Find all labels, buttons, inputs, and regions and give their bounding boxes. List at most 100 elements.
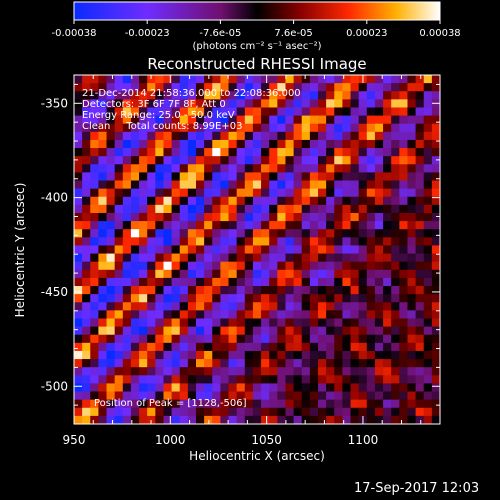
heatmap-cell: [187, 229, 197, 238]
heatmap-cell: [301, 261, 311, 271]
heatmap-cell: [179, 367, 189, 376]
heatmap-cell: [358, 204, 368, 214]
heatmap-cell: [301, 99, 311, 108]
heatmap-cell: [155, 188, 164, 198]
heatmap-cell: [179, 180, 189, 190]
heatmap-cell: [187, 261, 197, 271]
heatmap-cell: [293, 148, 303, 157]
heatmap-cell: [155, 326, 164, 336]
heatmap-cell: [342, 212, 351, 222]
heatmap-cell: [366, 115, 376, 125]
heatmap-cell: [163, 229, 172, 238]
heatmap-cell: [179, 196, 189, 206]
heatmap-cell: [326, 383, 335, 392]
heatmap-cell: [399, 156, 408, 165]
heatmap-cell: [334, 391, 343, 401]
heatmap-cell: [196, 212, 205, 222]
heatmap-cell: [391, 229, 400, 238]
heatmap-cell: [293, 318, 303, 328]
heatmap-cell: [171, 156, 181, 165]
heatmap-cell: [374, 115, 384, 125]
heatmap-cell: [309, 204, 319, 214]
heatmap-cell: [423, 367, 433, 376]
annotation-time: 21-Dec-2014 21:58:36.000 to 22:08:36.000: [82, 88, 301, 99]
heatmap-cell: [431, 253, 441, 263]
heatmap-cell: [252, 148, 262, 157]
heatmap-cell: [90, 164, 99, 173]
heatmap-cell: [114, 342, 124, 352]
heatmap-cell: [399, 131, 408, 141]
heatmap-cell: [342, 172, 351, 181]
heatmap-cell: [98, 367, 107, 376]
heatmap-cell: [277, 302, 286, 311]
heatmap-cell: [139, 310, 148, 319]
heatmap-cell: [293, 294, 303, 303]
heatmap-cell: [106, 383, 116, 392]
heatmap-cell: [220, 326, 229, 336]
heatmap-cell: [171, 383, 181, 392]
heatmap-cell: [374, 196, 384, 206]
heatmap-cell: [334, 115, 343, 125]
heatmap-cell: [318, 286, 327, 295]
heatmap-cell: [334, 415, 343, 425]
heatmap-cell: [204, 367, 213, 376]
heatmap-cell: [171, 75, 181, 84]
heatmap-cell: [383, 342, 392, 352]
heatmap-cell: [171, 131, 181, 141]
heatmap-cell: [171, 334, 181, 344]
heatmap-cell: [293, 156, 303, 165]
heatmap-cell: [114, 99, 124, 108]
heatmap-cell: [358, 399, 368, 409]
heatmap-cell: [293, 399, 303, 409]
heatmap-cell: [407, 326, 416, 336]
heatmap-cell: [236, 172, 246, 181]
heatmap-cell: [407, 261, 416, 271]
heatmap-cell: [261, 99, 270, 108]
heatmap-cell: [269, 180, 278, 190]
heatmap-cell: [252, 359, 262, 368]
heatmap-cell: [391, 107, 400, 116]
heatmap-cell: [163, 261, 172, 271]
heatmap-cell: [423, 107, 433, 116]
heatmap-cell: [147, 75, 156, 84]
heatmap-cell: [74, 367, 83, 376]
heatmap-cell: [399, 221, 408, 230]
heatmap-cell: [82, 399, 91, 409]
heatmap-cell: [163, 253, 172, 263]
heatmap-cell: [82, 375, 91, 384]
heatmap-cell: [309, 375, 319, 384]
heatmap-cell: [383, 139, 392, 149]
heatmap-cell: [228, 318, 238, 328]
heatmap-cell: [163, 83, 172, 92]
heatmap-cell: [74, 359, 83, 368]
heatmap-cell: [196, 359, 205, 368]
heatmap-cell: [98, 188, 107, 198]
heatmap-cell: [431, 383, 441, 392]
heatmap-cell: [293, 302, 303, 311]
heatmap-cell: [374, 237, 384, 246]
heatmap-cell: [423, 221, 433, 230]
heatmap-cell: [98, 407, 107, 417]
heatmap-cell: [212, 286, 221, 295]
heatmap-cell: [106, 310, 116, 319]
heatmap-cell: [326, 367, 335, 376]
heatmap-cell: [228, 75, 238, 84]
heatmap-cell: [236, 342, 246, 352]
heatmap-cell: [358, 237, 368, 246]
heatmap-cell: [285, 302, 294, 311]
heatmap-cell: [407, 204, 416, 214]
heatmap-cell: [358, 115, 368, 125]
heatmap-cell: [252, 229, 262, 238]
heatmap-cell: [196, 269, 205, 279]
heatmap-cell: [261, 375, 270, 384]
heatmap-cell: [236, 326, 246, 336]
heatmap-cell: [130, 229, 140, 238]
heatmap-cell: [196, 139, 205, 149]
heatmap-cell: [261, 123, 270, 133]
heatmap-cell: [130, 131, 140, 141]
heatmap-cell: [366, 261, 376, 271]
heatmap-cell: [212, 212, 221, 222]
heatmap-cell: [309, 302, 319, 311]
heatmap-cell: [179, 107, 189, 116]
heatmap-cell: [187, 139, 197, 149]
